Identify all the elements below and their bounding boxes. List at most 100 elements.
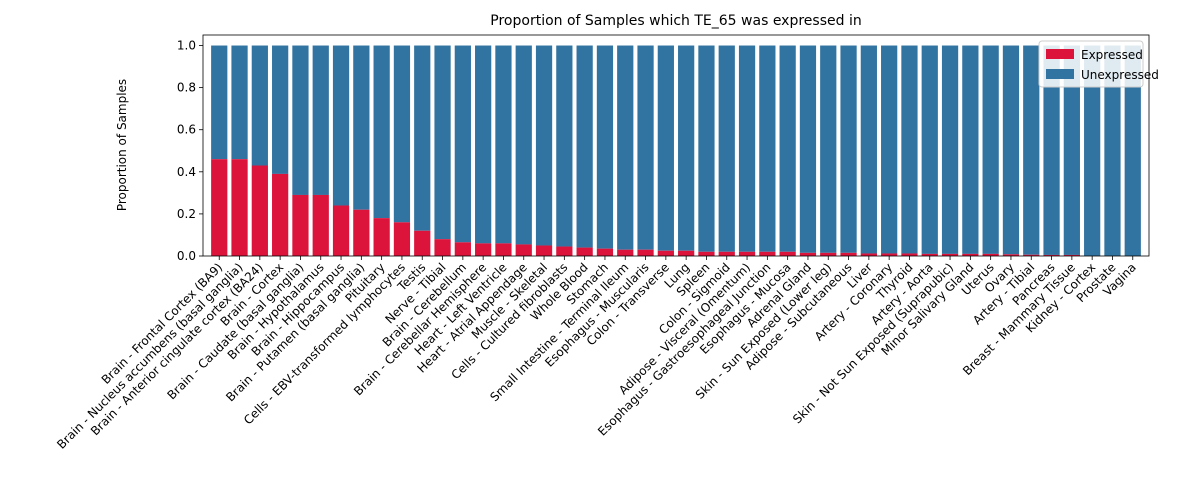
y-tick-label: 0.2: [177, 207, 196, 221]
bar-unexpressed: [759, 45, 776, 252]
bar-expressed: [759, 251, 776, 256]
y-tick-label: 0.8: [177, 81, 196, 95]
bar-expressed: [312, 194, 329, 256]
bar-expressed: [901, 253, 918, 256]
bar-expressed: [231, 159, 248, 256]
legend-swatch-unexpressed: [1046, 69, 1074, 79]
bar-unexpressed: [1023, 45, 1040, 255]
y-tick-label: 0.0: [177, 249, 196, 263]
plot-frame: [202, 34, 1150, 257]
bar-expressed: [515, 244, 532, 256]
bar-unexpressed: [941, 45, 959, 254]
bar-unexpressed: [272, 45, 289, 174]
bar-expressed: [718, 251, 735, 256]
bar-unexpressed: [292, 45, 309, 195]
bar-expressed: [657, 250, 674, 256]
bar-expressed: [678, 250, 695, 256]
bar-expressed: [698, 251, 715, 256]
bar-expressed: [860, 253, 877, 256]
bar-unexpressed: [1104, 45, 1121, 257]
y-ticks-group: 0.0 0.2 0.4 0.6 0.8 1.0: [177, 39, 203, 263]
bar-expressed: [495, 243, 512, 256]
bar-unexpressed: [495, 45, 512, 244]
bar-expressed: [1023, 254, 1040, 256]
bar-expressed: [637, 249, 654, 256]
bar-unexpressed: [820, 45, 837, 253]
bar-unexpressed: [617, 45, 634, 250]
bar-expressed: [475, 243, 492, 256]
x-ticks-group: Brain - Frontal Cortex (BA9)Brain - Nucl…: [54, 256, 1139, 452]
bar-expressed: [454, 242, 471, 256]
bar-expressed: [799, 252, 817, 256]
bar-unexpressed: [515, 45, 532, 245]
bar-unexpressed: [211, 45, 228, 160]
bar-unexpressed: [678, 45, 695, 251]
bar-unexpressed: [434, 45, 451, 240]
bar-unexpressed: [962, 45, 979, 254]
bar-unexpressed: [921, 45, 938, 254]
bar-expressed: [211, 159, 228, 256]
bar-expressed: [921, 253, 938, 256]
bar-unexpressed: [881, 45, 898, 254]
bar-expressed: [332, 205, 350, 256]
y-tick-label: 0.4: [177, 165, 196, 179]
legend-label-expressed: Expressed: [1081, 48, 1143, 62]
bar-unexpressed: [799, 45, 817, 253]
bar-unexpressed: [454, 45, 471, 243]
bar-expressed: [414, 230, 431, 256]
bar-expressed: [596, 248, 614, 256]
bar-unexpressed: [1124, 45, 1141, 257]
bar-unexpressed: [251, 45, 268, 166]
bar-expressed: [251, 165, 268, 256]
bar-expressed: [982, 253, 999, 256]
axes-group: [202, 34, 1150, 257]
bar-unexpressed: [982, 45, 999, 254]
bar-unexpressed: [312, 45, 329, 195]
bar-unexpressed: [1084, 45, 1101, 257]
bar-expressed: [393, 222, 411, 256]
bar-expressed: [434, 239, 451, 256]
bar-unexpressed: [353, 45, 370, 210]
bar-unexpressed: [718, 45, 735, 252]
bar-unexpressed: [738, 45, 756, 252]
bar-expressed: [373, 218, 390, 256]
bar-unexpressed: [535, 45, 553, 246]
bar-expressed: [962, 253, 979, 256]
bar-unexpressed: [657, 45, 674, 251]
bar-unexpressed: [637, 45, 654, 250]
bar-expressed: [738, 251, 756, 256]
bar-unexpressed: [779, 45, 796, 252]
legend-swatch-expressed: [1046, 49, 1074, 59]
bar-expressed: [1043, 254, 1060, 256]
bar-unexpressed: [556, 45, 573, 247]
y-axis-label: Proportion of Samples: [115, 79, 129, 211]
legend: Expressed Unexpressed: [1038, 40, 1159, 88]
bar-unexpressed: [698, 45, 715, 252]
bar-unexpressed: [1043, 45, 1060, 255]
bar-expressed: [535, 245, 553, 256]
bar-expressed: [292, 194, 309, 256]
bar-unexpressed: [1063, 45, 1080, 255]
bar-expressed: [881, 253, 898, 256]
bar-expressed: [617, 249, 634, 256]
bar-expressed: [353, 209, 370, 256]
bar-unexpressed: [576, 45, 593, 248]
chart-title: Proportion of Samples which TE_65 was ex…: [490, 13, 861, 29]
bar-expressed: [941, 253, 959, 256]
bar-unexpressed: [1002, 45, 1020, 255]
bar-unexpressed: [901, 45, 918, 254]
bars-group: [211, 45, 1141, 257]
y-tick-label: 1.0: [177, 39, 196, 53]
bar-unexpressed: [373, 45, 390, 219]
bar-expressed: [779, 251, 796, 256]
bar-expressed: [840, 252, 857, 256]
bar-expressed: [272, 173, 289, 256]
bar-expressed: [820, 252, 837, 256]
bar-expressed: [1063, 254, 1080, 256]
bar-unexpressed: [860, 45, 877, 254]
bar-expressed: [1002, 254, 1020, 256]
legend-label-unexpressed: Unexpressed: [1081, 68, 1159, 82]
bar-unexpressed: [414, 45, 431, 231]
bar-expressed: [576, 247, 593, 256]
